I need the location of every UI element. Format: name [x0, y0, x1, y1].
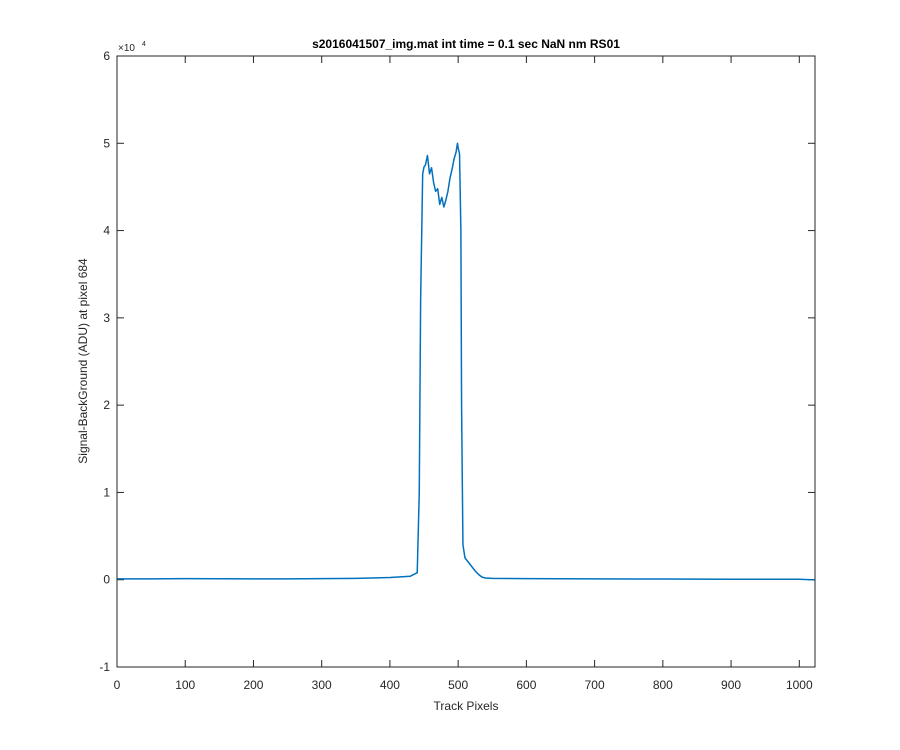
x-axis-ticks: 0 100 200 300 400 500 600 700 800 900 1000	[114, 56, 813, 692]
x-tick-label: 1000	[786, 678, 813, 692]
y-exponent-power: 4	[142, 41, 146, 48]
x-tick-label: 600	[516, 678, 536, 692]
y-tick-label: 3	[103, 311, 110, 325]
y-exponent-base: ×10	[118, 43, 135, 54]
y-tick-label: 6	[103, 49, 110, 63]
plot-area	[117, 56, 815, 667]
y-axis-label: Signal-BackGround (ADU) at pixel 684	[76, 258, 90, 464]
x-tick-label: 100	[175, 678, 195, 692]
series-line	[117, 142, 815, 581]
x-tick-label: 700	[585, 678, 605, 692]
y-tick-label: 4	[103, 224, 110, 238]
x-tick-label: 900	[721, 678, 741, 692]
y-tick-label: 2	[103, 398, 110, 412]
plot-frame	[116, 55, 816, 668]
x-tick-label: 200	[243, 678, 263, 692]
x-axis-label: Track Pixels	[434, 699, 499, 713]
y-tick-label: 0	[103, 573, 110, 587]
x-tick-label: 0	[114, 678, 121, 692]
x-tick-label: 800	[653, 678, 673, 692]
y-tick-label: -1	[99, 660, 110, 674]
y-tick-label: 1	[103, 485, 110, 499]
x-tick-label: 300	[312, 678, 332, 692]
chart-title: s2016041507_img.mat int time = 0.1 sec N…	[312, 37, 620, 51]
x-tick-label: 400	[380, 678, 400, 692]
y-tick-label: 5	[103, 136, 110, 150]
x-tick-label: 500	[448, 678, 468, 692]
